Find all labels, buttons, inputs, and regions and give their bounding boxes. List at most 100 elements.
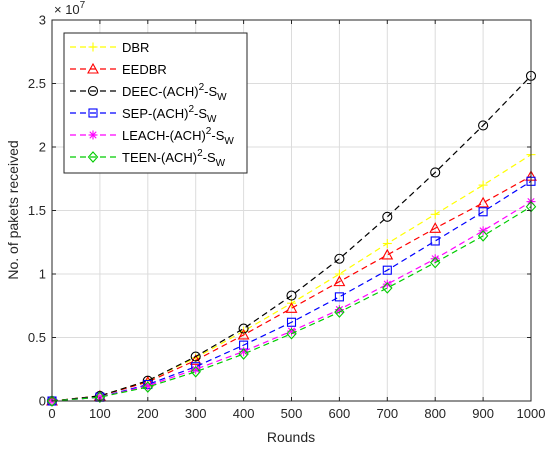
data-point [286,327,297,340]
series-line [51,75,532,402]
data-point [239,326,249,336]
x-tick-label: 500 [281,406,303,421]
legend-label-sub: W [217,92,227,103]
data-point [382,279,392,289]
y-tick-label: 3 [39,13,46,28]
data-point [237,328,250,340]
marker-stroke [192,365,200,373]
legend-entry: TEEN-(ACH)2-SW [70,148,226,169]
data-point [189,354,202,365]
legend-marker [87,62,99,74]
legend-label: EEDBR [122,62,167,77]
x-tick-label: 100 [89,406,111,421]
legend-label-sup: 2 [206,126,212,137]
x-tick-label: 400 [233,406,255,421]
series-5 [46,200,537,407]
legend-marker [88,42,98,52]
legend-label: TEEN-(ACH)2-SW [122,148,226,169]
x-tick-label: 300 [185,406,207,421]
legend-label: LEACH-(ACH)2-SW [122,126,234,147]
data-point [238,323,249,334]
series-line [51,175,532,402]
y-axis-multiplier-exponent: 7 [80,0,86,11]
marker-stroke [383,280,391,288]
data-point [478,120,489,131]
data-point [430,236,440,246]
marker-stroke [287,327,296,335]
y-tick-label: 2.5 [28,76,46,91]
series-line [51,206,532,402]
x-tick-label: 200 [137,406,159,421]
data-point [477,230,489,242]
y-tick-label: 1.5 [28,203,46,218]
legend-label: DBR [122,40,149,55]
data-point [190,351,201,362]
data-point [430,167,441,178]
legend: DBREEDBRDEEC-(ACH)2-SWSEP-(ACH)2-SWLEACH… [63,32,248,174]
legend-label-sup: 2 [199,82,205,93]
marker-stroke [335,305,344,314]
legend-label-mid: -S [204,84,217,99]
data-point [430,254,440,264]
legend-box [63,32,248,174]
data-point [94,391,106,404]
data-point [142,381,154,393]
legend-marker [87,151,99,163]
data-point [46,395,58,407]
y-axis-title: No. of pakets received [5,140,21,279]
legend-label-sup: 2 [197,148,203,159]
legend-entry: LEACH-(ACH)2-SW [70,126,234,147]
marker-stroke [89,131,97,139]
data-point [334,292,344,302]
legend-label-base: DBR [122,40,149,55]
marker-stroke [431,255,439,263]
data-point [286,317,297,327]
x-tick-label: 700 [376,406,398,421]
data-point [334,306,345,318]
y-tick-label: 0 [39,394,46,409]
legend-label: DEEC-(ACH)2-SW [122,82,227,103]
data-point [382,265,392,275]
data-point [381,248,394,260]
data-point [334,253,345,264]
legend-entry: SEP-(ACH)2-SW [70,104,217,125]
legend-label-sub: W [224,136,234,147]
x-axis-title: Rounds [267,429,315,445]
data-point [429,222,442,233]
legend-label-mid: -S [211,128,224,143]
data-point [430,209,440,219]
data-point [478,180,488,190]
x-tick-label: 600 [329,406,351,421]
legend-label-sup: 2 [188,104,194,115]
data-point [285,302,298,313]
data-point [382,239,392,249]
legend-label-sub: W [207,114,217,125]
series-layer [46,70,537,407]
legend-label-base: LEACH-(ACH) [122,128,206,143]
data-point [429,256,441,269]
legend-entry: EEDBR [70,62,167,77]
legend-label-mid: -S [194,106,207,121]
data-point [238,348,249,360]
data-point [190,365,201,378]
y-axis-multiplier: × 107 [54,0,86,17]
legend-label-base: EEDBR [122,62,167,77]
y-tick-label: 1 [39,267,46,282]
legend-label: SEP-(ACH)2-SW [122,104,217,125]
legend-label-mid: -S [203,150,216,165]
x-tick-label: 0 [48,406,55,421]
axis-ticks: 0 100 200 300 400 500 600 700 800 900 1000 0 0.5 1 1.5… [28,13,546,422]
data-point [333,275,346,287]
data-point [286,290,297,301]
legend-marker [88,108,98,118]
y-tick-label: 0.5 [28,330,46,345]
marker-stroke [239,347,248,356]
legend-label-sub: W [216,158,226,169]
y-tick-label: 2 [39,140,46,155]
legend-entry: DBR [70,40,149,55]
data-point [477,196,490,208]
legend-marker [88,130,98,140]
legend-marker [87,85,99,97]
x-tick-label: 800 [424,406,446,421]
